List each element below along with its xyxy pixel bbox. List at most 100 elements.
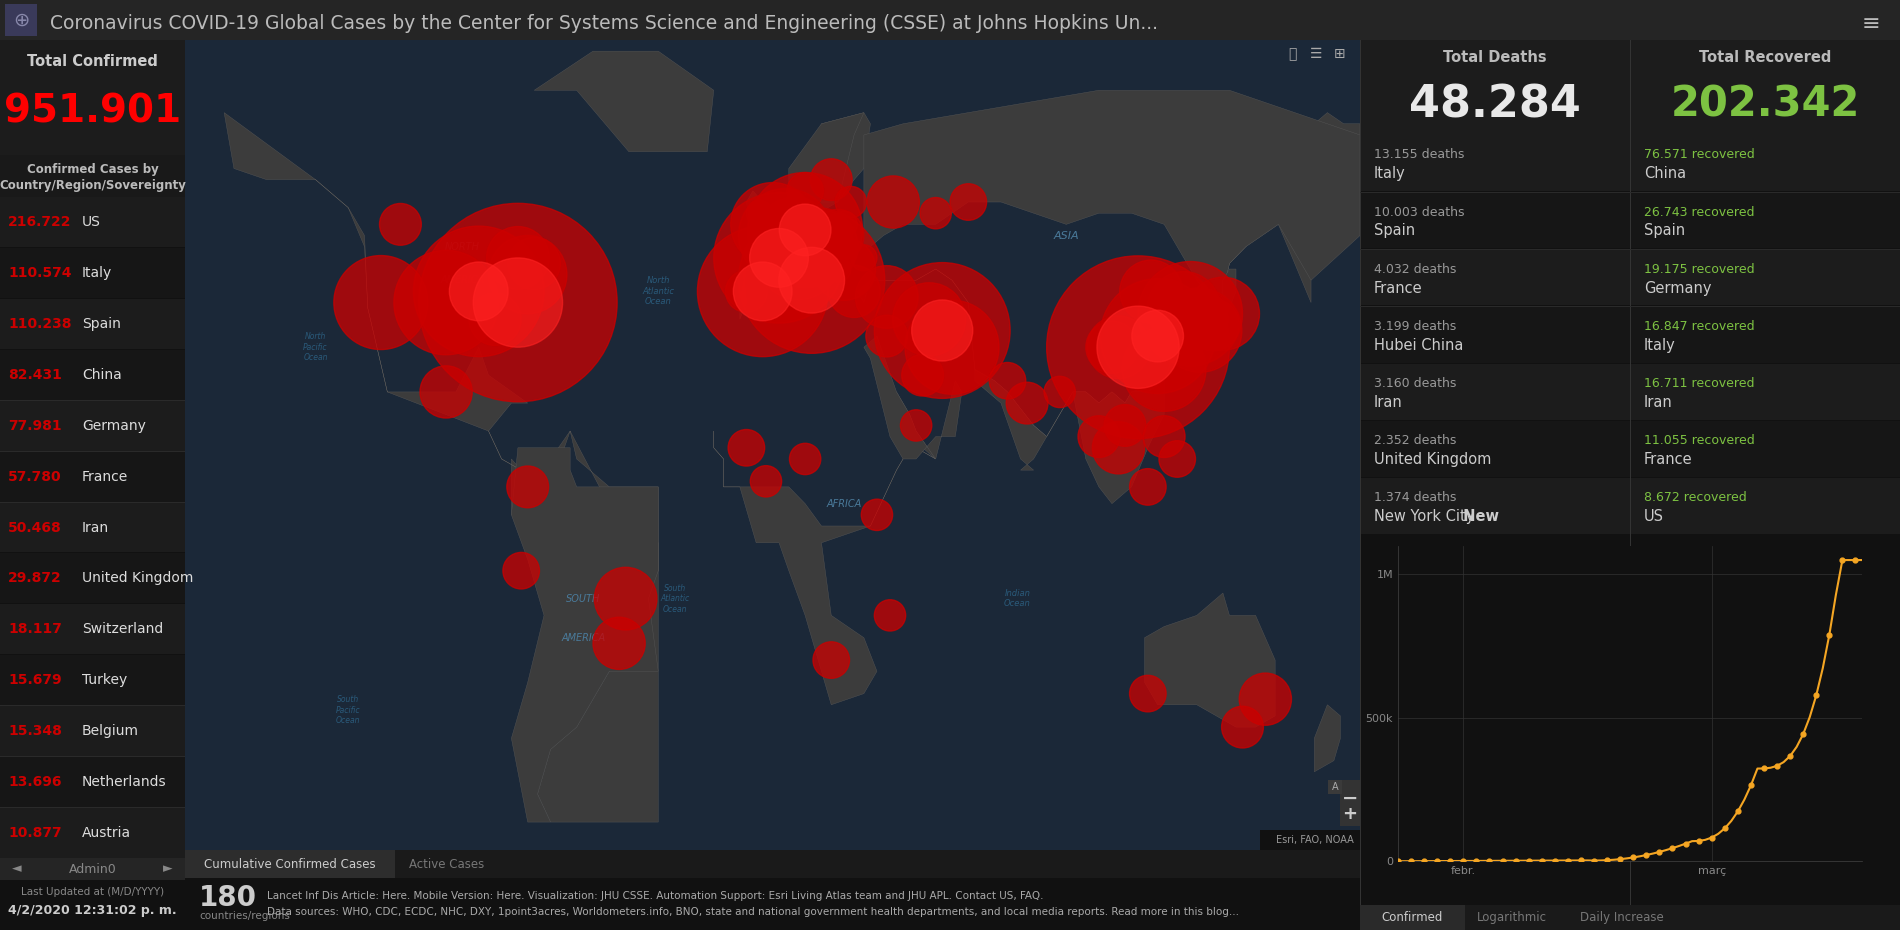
- Text: 26.743 recovered: 26.743 recovered: [1644, 206, 1754, 219]
- Text: Italy: Italy: [1374, 166, 1406, 181]
- Bar: [0, 858, 184, 880]
- Circle shape: [851, 245, 878, 271]
- Text: 11.055 recovered: 11.055 recovered: [1644, 434, 1756, 447]
- Text: 4/2/2020 12:31:02 p. m.: 4/2/2020 12:31:02 p. m.: [8, 904, 177, 916]
- Circle shape: [779, 204, 830, 256]
- Text: 29.872: 29.872: [8, 571, 61, 585]
- Bar: [1630, 364, 1900, 419]
- Bar: [1340, 780, 1360, 826]
- Text: North
Atlantic
Ocean: North Atlantic Ocean: [642, 276, 674, 306]
- Text: 216.722: 216.722: [8, 216, 72, 230]
- Circle shape: [486, 227, 549, 289]
- Text: Iran: Iran: [1644, 395, 1672, 410]
- Circle shape: [806, 211, 832, 237]
- Circle shape: [825, 256, 851, 282]
- Text: AMERICA: AMERICA: [441, 275, 484, 286]
- Bar: [1360, 40, 1630, 930]
- Bar: [0, 655, 184, 705]
- Text: Indian
Ocean: Indian Ocean: [1003, 589, 1030, 608]
- Point: [1410, 854, 1440, 869]
- Point: [1775, 749, 1805, 764]
- Point: [1710, 821, 1740, 836]
- Text: 19.175 recovered: 19.175 recovered: [1644, 263, 1754, 276]
- Text: 18.117: 18.117: [8, 622, 63, 636]
- Circle shape: [469, 293, 521, 345]
- Polygon shape: [975, 369, 1047, 471]
- Bar: [0, 40, 184, 155]
- Bar: [1630, 40, 1900, 930]
- Bar: [1360, 420, 1630, 477]
- Bar: [1630, 249, 1900, 305]
- Text: ►: ►: [163, 862, 173, 875]
- Text: AMERICA: AMERICA: [560, 632, 606, 643]
- Text: South
Pacific
Ocean: South Pacific Ocean: [336, 696, 361, 725]
- Point: [1737, 777, 1767, 792]
- Text: Spain: Spain: [1644, 223, 1685, 238]
- Circle shape: [1165, 288, 1227, 351]
- Text: Active Cases: Active Cases: [408, 857, 484, 870]
- Circle shape: [504, 552, 540, 589]
- Circle shape: [380, 204, 422, 246]
- Text: Italy: Italy: [82, 266, 112, 280]
- Circle shape: [811, 159, 851, 201]
- Circle shape: [756, 216, 840, 299]
- Bar: [1360, 306, 1630, 363]
- Circle shape: [861, 499, 893, 530]
- Text: 82.431: 82.431: [8, 368, 63, 382]
- Point: [1619, 850, 1649, 865]
- Circle shape: [813, 642, 849, 678]
- Text: AFRICA: AFRICA: [826, 498, 863, 509]
- Text: Esri, FAO, NOAA: Esri, FAO, NOAA: [1277, 835, 1355, 845]
- Bar: [0, 350, 184, 400]
- Circle shape: [1144, 416, 1186, 458]
- Circle shape: [1104, 405, 1146, 446]
- Text: New York City: New York City: [1374, 510, 1474, 525]
- Bar: [1260, 830, 1360, 850]
- Circle shape: [828, 265, 880, 317]
- Text: 10.003 deaths: 10.003 deaths: [1374, 206, 1465, 219]
- Text: 180: 180: [200, 884, 256, 912]
- Text: Confirmed: Confirmed: [1381, 910, 1442, 923]
- Text: ≡: ≡: [1862, 14, 1879, 34]
- Text: SOUTH: SOUTH: [566, 593, 600, 604]
- Circle shape: [714, 193, 844, 323]
- Point: [1474, 854, 1505, 869]
- Circle shape: [781, 216, 844, 278]
- Circle shape: [790, 444, 821, 474]
- Text: Data sources: WHO, CDC, ECDC, NHC, DXY, 1point3acres, Worldometers.info, BNO, st: Data sources: WHO, CDC, ECDC, NHC, DXY, …: [268, 907, 1239, 917]
- Text: United Kingdom: United Kingdom: [1374, 452, 1492, 467]
- Point: [1630, 847, 1661, 862]
- Circle shape: [473, 258, 562, 347]
- Polygon shape: [747, 191, 779, 235]
- Text: ASIA: ASIA: [1053, 231, 1079, 241]
- Point: [1448, 854, 1478, 869]
- Circle shape: [1085, 321, 1138, 373]
- Point: [1683, 833, 1714, 848]
- Circle shape: [726, 271, 768, 312]
- Bar: [1630, 40, 1900, 135]
- Point: [1644, 844, 1674, 859]
- Text: Country/Region/Sovereignty: Country/Region/Sovereignty: [0, 179, 186, 192]
- Circle shape: [1130, 675, 1167, 711]
- Text: 🔖: 🔖: [1288, 47, 1296, 61]
- Text: 4.032 deaths: 4.032 deaths: [1374, 263, 1457, 276]
- Circle shape: [420, 365, 473, 418]
- Text: NORTH: NORTH: [445, 242, 481, 252]
- Circle shape: [1138, 261, 1243, 365]
- Circle shape: [855, 266, 918, 328]
- Text: A: A: [1332, 782, 1338, 792]
- Text: 110.238: 110.238: [8, 317, 72, 331]
- Text: Coronavirus COVID-19 Global Cases by the Center for Systems Science and Engineer: Coronavirus COVID-19 Global Cases by the…: [49, 15, 1157, 33]
- Point: [1801, 688, 1832, 703]
- Bar: [0, 880, 184, 930]
- Circle shape: [811, 209, 864, 261]
- Bar: [1360, 905, 1900, 930]
- Text: France: France: [1374, 281, 1423, 296]
- Circle shape: [798, 220, 851, 272]
- Circle shape: [762, 198, 815, 250]
- Point: [1539, 853, 1569, 868]
- Circle shape: [950, 184, 986, 220]
- Circle shape: [832, 211, 857, 237]
- Circle shape: [1222, 706, 1264, 748]
- Circle shape: [893, 283, 965, 356]
